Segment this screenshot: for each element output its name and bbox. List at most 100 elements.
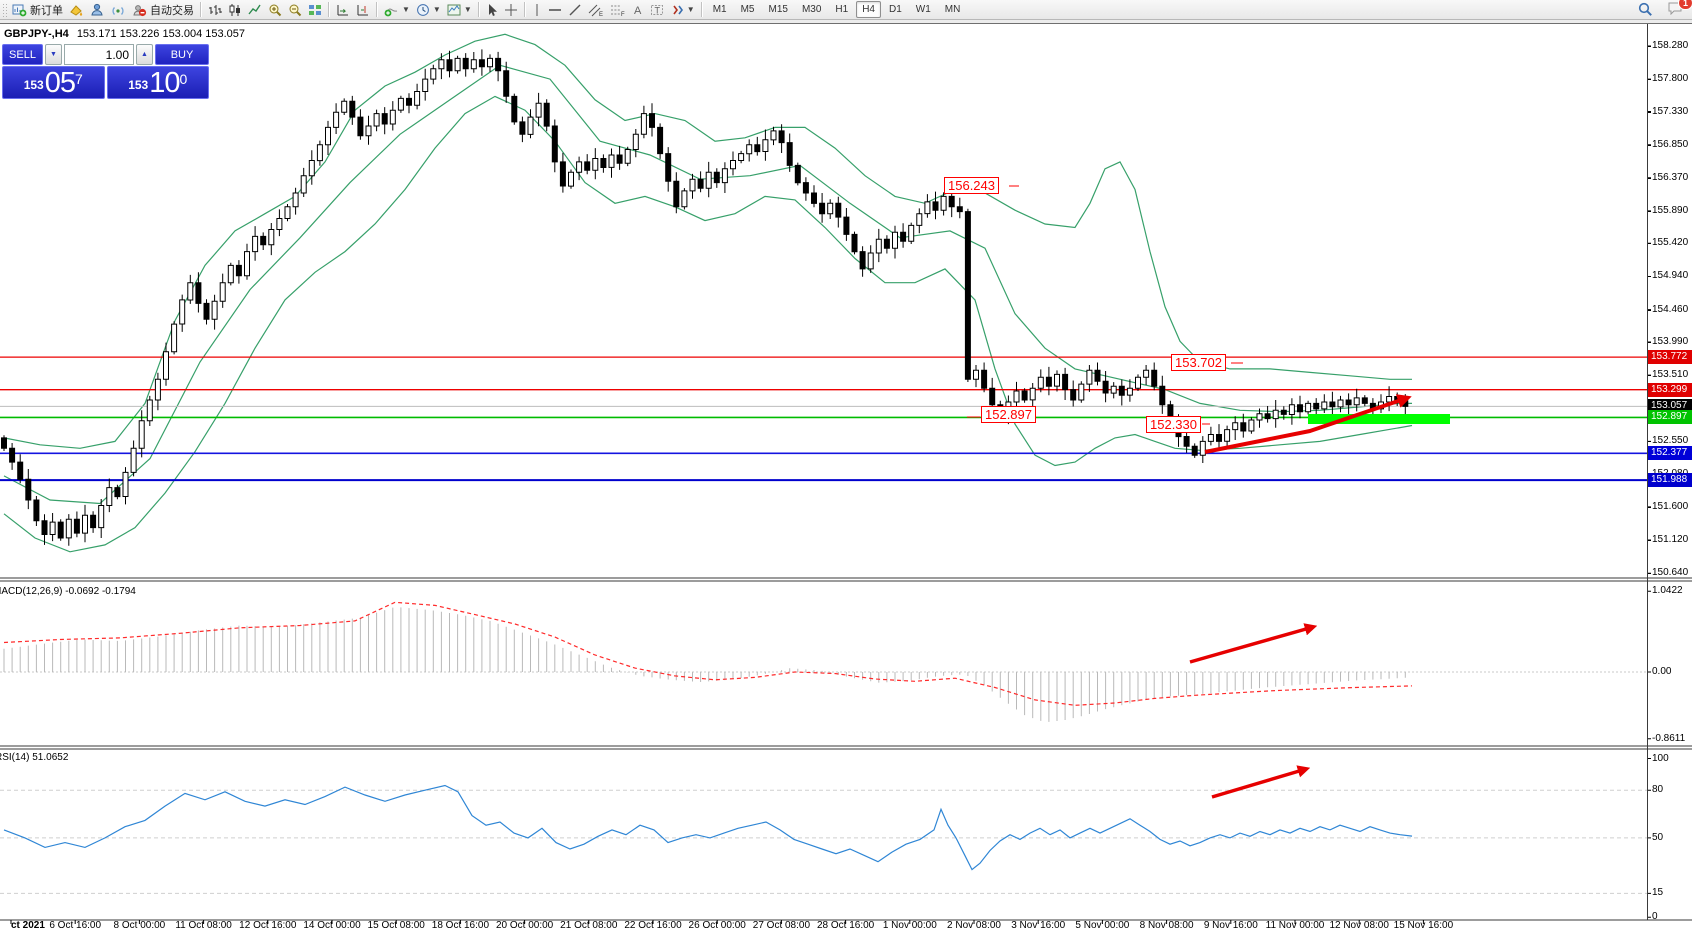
tile-windows-button[interactable]	[305, 1, 325, 18]
autotrade-label: 自动交易	[150, 4, 194, 17]
timeframe-button-D1[interactable]: D1	[889, 4, 902, 15]
zoom-in-button[interactable]	[265, 1, 285, 18]
price-annotation-label[interactable]: 152.897	[981, 406, 1036, 423]
dropdown-caret-icon: ▼	[686, 4, 695, 14]
trend-arrows[interactable]	[1189, 394, 1412, 799]
text-icon: A	[634, 5, 642, 17]
new-order-button[interactable]: 新订单	[9, 1, 66, 18]
timeframe-toolbar: M1 M5 M15 M30 H1 H4 D1 W1 MN	[706, 1, 968, 18]
vline-tool-button[interactable]	[529, 1, 545, 18]
timeframe-button-W1[interactable]: W1	[915, 4, 931, 15]
notifications-button[interactable]: 1	[1667, 0, 1692, 18]
time-axis-label: 6 Oct 16:00	[49, 920, 102, 931]
timeframe-button-M30[interactable]: M30	[801, 4, 822, 15]
bid-price-box[interactable]: 153 05 7	[2, 66, 105, 99]
indicators-menu-button[interactable]: ▼	[381, 1, 413, 18]
volume-input[interactable]: 1.00	[64, 44, 134, 65]
rsi-scale-label: 15	[1652, 887, 1664, 899]
chart-window[interactable]: GBPJPY-,H4 153.171 153.226 153.004 153.05…	[0, 24, 1692, 940]
price-annotation-label[interactable]: 152.330	[1146, 416, 1201, 433]
candle-wicks	[3, 49, 1406, 546]
volume-step-up-button[interactable]: ▲	[136, 44, 153, 65]
auto-scroll-icon	[337, 4, 348, 15]
macd-scale-label: -0.8611	[1652, 732, 1686, 744]
svg-text:E: E	[599, 12, 603, 17]
bar-chart-button[interactable]	[205, 1, 225, 18]
rsi-scale-label: 50	[1652, 831, 1664, 843]
toolbar-separator	[700, 2, 703, 17]
label-tool-button[interactable]: T	[647, 1, 667, 18]
bollinger-lower-line	[3, 95, 1413, 553]
arrows-menu-button[interactable]: ▼	[667, 1, 698, 18]
timeframe-button-M5[interactable]: M5	[740, 4, 755, 15]
autotrade-button[interactable]: 自动交易	[129, 1, 197, 18]
search-icon[interactable]	[1638, 2, 1653, 17]
timeframe-button-H4[interactable]: H4	[856, 1, 881, 18]
volume-dropdown-button[interactable]: ▼	[45, 44, 62, 65]
ask-pipette: 0	[179, 71, 188, 87]
dropdown-caret-icon: ▼	[402, 4, 410, 14]
cursor-icon	[488, 3, 497, 16]
candle-chart-button[interactable]	[225, 1, 245, 18]
timeframe-button-MN[interactable]: MN	[944, 4, 961, 15]
time-axis-label: 14 Oct 00:00	[303, 920, 361, 931]
macd-histogram	[3, 607, 1406, 722]
time-axis-label: 2 Nov 08:00	[947, 920, 1001, 931]
price-annotation-label[interactable]: 153.702	[1171, 354, 1226, 371]
rsi-scale-label: 0	[1652, 911, 1658, 923]
price-badge-153.299: 153.299	[1648, 382, 1692, 397]
auto-scroll-button[interactable]	[333, 1, 353, 18]
price-annotation-label[interactable]: 156.243	[944, 177, 999, 194]
time-axis-label: 15 Oct 08:00	[367, 920, 425, 931]
highlight-rect[interactable]	[1308, 414, 1450, 424]
arrows-icon	[673, 5, 683, 14]
timeframe-button-H1[interactable]: H1	[835, 4, 849, 15]
tile-windows-icon	[309, 4, 321, 15]
buy-button[interactable]: BUY	[155, 44, 209, 65]
text-tool-button[interactable]: A	[629, 1, 647, 18]
price-badge-153.057: 153.057	[1648, 399, 1692, 414]
ask-big-digits: 10	[149, 67, 180, 99]
time-axis-label: 11 Nov 00:00	[1265, 920, 1325, 931]
price-badge-153.772: 153.772	[1648, 350, 1692, 365]
periods-menu-button[interactable]: ▼	[413, 1, 444, 18]
macd-panel	[0, 601, 1647, 722]
toolbar-grip[interactable]	[2, 2, 7, 17]
styler-button[interactable]	[66, 1, 87, 18]
trendline-tool-button[interactable]	[565, 1, 585, 18]
fibonacci-tool-button[interactable]: F	[607, 1, 629, 18]
line-chart-icon	[248, 4, 261, 14]
ask-price-box[interactable]: 153 10 0	[106, 66, 209, 99]
macd-signal-line	[3, 601, 1413, 706]
macd-scale-label: 1.0422	[1652, 585, 1683, 597]
timeframe-button-M1[interactable]: M1	[712, 4, 727, 15]
toolbar-separator	[477, 2, 480, 17]
hline-tool-button[interactable]	[545, 1, 565, 18]
timeframe-button-M15[interactable]: M15	[768, 4, 788, 15]
time-axis-label: 15 Nov 16:00	[1393, 920, 1454, 931]
toolbar-underlay	[0, 20, 1692, 23]
time-axis-label: 5 Nov 00:00	[1075, 920, 1130, 931]
bid-prefix: 153	[23, 78, 44, 92]
axis-ticks	[10, 45, 1651, 924]
line-chart-button[interactable]	[245, 1, 265, 18]
crosshair-tool-button[interactable]	[501, 1, 521, 18]
svg-text:F: F	[621, 12, 625, 17]
dropdown-caret-icon: ▼	[463, 4, 472, 14]
chart-shift-button[interactable]	[353, 1, 373, 18]
bid-big-digits: 05	[44, 67, 76, 99]
chart-title-ohlc: GBPJPY-,H4 153.171 153.226 153.004 153.05…	[4, 28, 245, 40]
sell-button[interactable]: SELL	[2, 44, 43, 65]
zoom-out-button[interactable]	[285, 1, 305, 18]
price-badge-152.377: 152.377	[1648, 446, 1692, 461]
templates-menu-button[interactable]: ▼	[444, 1, 475, 18]
time-axis-label: 3 Nov 16:00	[1011, 920, 1066, 931]
community-button[interactable]	[87, 1, 108, 18]
cursor-tool-button[interactable]	[483, 1, 501, 18]
rsi-scale-label: 100	[1652, 752, 1669, 764]
signals-button[interactable]	[108, 1, 129, 18]
time-axis-label: 12 Oct 16:00	[239, 920, 297, 931]
channel-tool-button[interactable]: E	[585, 1, 607, 18]
